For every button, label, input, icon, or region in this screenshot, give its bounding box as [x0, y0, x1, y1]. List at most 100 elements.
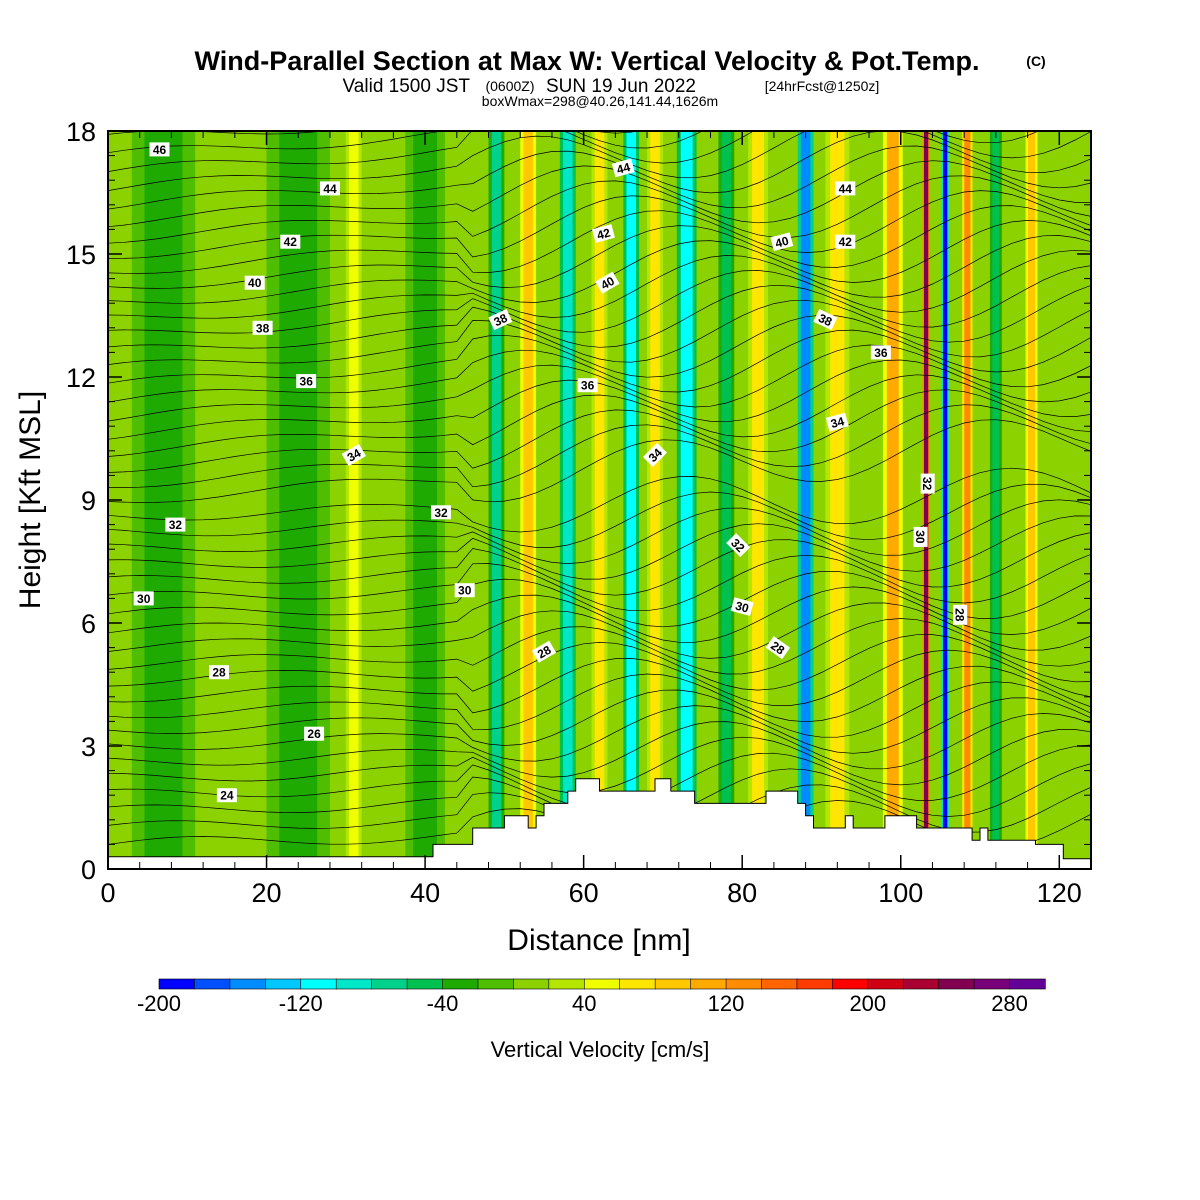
- x-tick-label: 0: [100, 878, 115, 908]
- colorbar-tick-label: 120: [708, 991, 745, 1016]
- contour-label-text: 42: [839, 235, 853, 249]
- contour-label: 28: [531, 640, 557, 663]
- contour-label-text: 42: [284, 235, 298, 249]
- isentrope-line: [108, 483, 1091, 548]
- colorbar-swatch: [477, 978, 515, 990]
- contour-label-box: [531, 640, 557, 663]
- y-tick-label: 3: [81, 732, 96, 762]
- contour-label-text: 44: [839, 182, 853, 196]
- colorbar-swatch: [973, 978, 1011, 990]
- x-tick-label: 40: [410, 878, 440, 908]
- isentrope-line: [108, 665, 1091, 730]
- velocity-band-core: [594, 131, 605, 869]
- contour-label-text: 40: [248, 276, 262, 290]
- velocity-band-core: [964, 131, 971, 869]
- isentrope-line: [108, 374, 1091, 457]
- colorbar-swatch: [158, 978, 196, 990]
- contour-label-text: 30: [913, 530, 927, 544]
- isentrope-line: [108, 205, 1091, 289]
- isentrope-line: [108, 131, 1091, 210]
- terrain-profile: [108, 778, 1091, 869]
- contour-label: 44: [320, 181, 340, 196]
- isentrope-line: [108, 175, 1091, 259]
- velocity-band-core: [1027, 131, 1036, 869]
- isentrope-line: [108, 190, 1091, 274]
- contour-label: 40: [244, 275, 265, 290]
- contour-label: 42: [835, 234, 856, 249]
- contour-label-text: 24: [220, 789, 234, 803]
- contour-label: 46: [149, 142, 170, 157]
- contour-label-text: 32: [434, 506, 448, 520]
- contour-label-box: [341, 443, 366, 466]
- valid-time-prefix: Valid 1500 JST: [343, 76, 471, 97]
- contour-label-box: [611, 158, 635, 178]
- y-tick-label: 0: [81, 855, 96, 885]
- contour-label-text: 38: [816, 311, 834, 329]
- contour-label: 32: [431, 505, 451, 520]
- isentrope-line: [108, 586, 1091, 643]
- contour-label-text: 36: [874, 346, 888, 360]
- contour-label: 36: [296, 374, 317, 389]
- isentrope-line: [108, 389, 1091, 473]
- isentrope-line: [108, 713, 1091, 778]
- colorbar-swatch: [867, 978, 904, 990]
- y-tick-label: 6: [81, 609, 96, 639]
- contour-label-box: [252, 320, 273, 335]
- y-tick-label: 12: [66, 363, 96, 393]
- colorbar-swatch: [725, 978, 763, 990]
- contour-label-box: [870, 345, 891, 360]
- contour-label-box: [770, 232, 794, 252]
- isentrope-line: [108, 145, 1091, 228]
- contour-label-text: 40: [774, 234, 791, 251]
- contour-label: 30: [730, 597, 754, 616]
- isentrope-line: [108, 419, 1091, 503]
- box-wmax-info: boxWmax=298@40.26,141.44,1626m: [482, 93, 718, 109]
- x-tick-label: 20: [252, 878, 282, 908]
- x-axis-label: Distance [nm]: [507, 924, 690, 957]
- isentrope-line: [108, 532, 1091, 596]
- x-tick-label: 60: [569, 878, 599, 908]
- contour-label: 26: [304, 726, 325, 741]
- contour-label-text: 34: [345, 446, 364, 465]
- contour-label-box: [913, 526, 928, 547]
- colorbar-swatch: [1009, 978, 1046, 990]
- isentrope-line: [108, 309, 1091, 384]
- x-tick-label: 120: [1037, 878, 1082, 908]
- contour-label: 28: [209, 665, 229, 680]
- colorbar-swatch: [761, 978, 798, 990]
- contour-label-box: [209, 665, 229, 680]
- valid-date: SUN 19 Jun 2022: [546, 76, 696, 97]
- velocity-band-core: [800, 131, 811, 869]
- contour-label: 42: [280, 234, 301, 249]
- isentrope-line: [108, 499, 1091, 564]
- isentrope-line: [108, 649, 1091, 714]
- colorbar-swatch: [654, 978, 692, 990]
- contour-label: 30: [913, 526, 928, 547]
- contour-label: 42: [592, 224, 615, 243]
- contour-label-box: [730, 597, 754, 616]
- contour-label-box: [642, 442, 668, 467]
- colorbar-tick-label: 200: [849, 991, 886, 1016]
- isentrope-line: [108, 602, 1091, 659]
- colorbar-swatch: [583, 978, 621, 990]
- contour-label-box: [765, 636, 791, 660]
- colorbar-swatch: [548, 978, 585, 990]
- colorbar-tick-label: 280: [991, 991, 1028, 1016]
- x-tick-label: 100: [878, 878, 923, 908]
- contour-label-text: 28: [212, 666, 226, 680]
- velocity-band-core: [992, 131, 1000, 869]
- velocity-band-core: [680, 131, 693, 869]
- y-tick-label: 9: [81, 486, 96, 516]
- plot-area: [108, 131, 1091, 869]
- contour-label-text: 46: [153, 143, 167, 157]
- contour-label: 28: [953, 604, 968, 625]
- contour-label-text: 32: [169, 518, 183, 532]
- contour-label: 32: [726, 533, 751, 558]
- isentrope-line: [108, 329, 1091, 403]
- colorbar-swatch: [442, 978, 479, 990]
- contour-label: 32: [920, 473, 935, 494]
- velocity-band-core: [563, 131, 573, 869]
- isentrope-line: [108, 697, 1091, 762]
- isentrope-line: [108, 467, 1091, 533]
